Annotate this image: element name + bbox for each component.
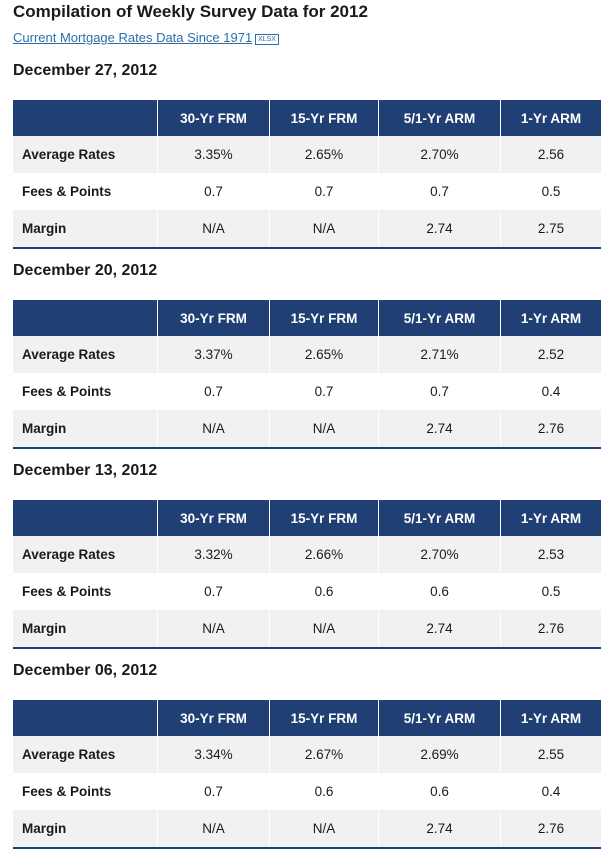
page-title: Compilation of Weekly Survey Data for 20… bbox=[13, 2, 368, 21]
table-cell: 0.4 bbox=[541, 784, 561, 799]
header-cell bbox=[13, 500, 157, 536]
column-header: 5/1-Yr ARM bbox=[379, 500, 500, 536]
table-cell: 2.71% bbox=[379, 336, 500, 373]
row-label: Average Rates bbox=[13, 736, 157, 773]
table-cell: 0.6 bbox=[314, 784, 334, 799]
table-cell: 0.7 bbox=[314, 384, 334, 399]
row-label: Margin bbox=[13, 410, 157, 447]
table-cell: N/A bbox=[270, 210, 378, 247]
table-rule bbox=[13, 247, 601, 249]
header-cell bbox=[13, 100, 157, 136]
table-cell: 2.76 bbox=[501, 810, 601, 847]
table-cell: 0.6 bbox=[314, 584, 334, 599]
table-cell: N/A bbox=[270, 810, 378, 847]
table-cell: 2.74 bbox=[379, 810, 500, 847]
column-header: 30-Yr FRM bbox=[158, 500, 269, 536]
table-cell: N/A bbox=[270, 610, 378, 647]
table-cell: 2.70% bbox=[379, 536, 500, 573]
row-label: Average Rates bbox=[13, 136, 157, 173]
table-cell: 2.75 bbox=[501, 210, 601, 247]
table-cell: 2.70% bbox=[379, 136, 500, 173]
table-cell: 0.7 bbox=[204, 184, 223, 199]
row-label: Margin bbox=[13, 610, 157, 647]
section-heading: December 20, 2012 bbox=[13, 262, 158, 279]
table-cell: N/A bbox=[158, 610, 269, 647]
table-cell: 3.32% bbox=[158, 536, 269, 573]
table-cell: 0.6 bbox=[430, 584, 449, 599]
table-cell: 3.35% bbox=[158, 136, 269, 173]
row-label: Average Rates bbox=[13, 536, 157, 573]
column-header: 1-Yr ARM bbox=[501, 700, 601, 736]
table-cell: 0.6 bbox=[430, 784, 449, 799]
table-cell: 2.52 bbox=[501, 336, 601, 373]
header-cell bbox=[13, 700, 157, 736]
table-cell: 0.7 bbox=[430, 384, 449, 399]
table-cell: 2.76 bbox=[501, 610, 601, 647]
table-cell: 0.7 bbox=[314, 184, 334, 199]
table-cell: 2.56 bbox=[501, 136, 601, 173]
section-heading: December 27, 2012 bbox=[13, 62, 158, 79]
row-label: Fees & Points bbox=[22, 584, 112, 599]
table-cell: N/A bbox=[158, 210, 269, 247]
table-cell: 2.69% bbox=[379, 736, 500, 773]
table-cell: 2.76 bbox=[501, 410, 601, 447]
column-header: 15-Yr FRM bbox=[270, 100, 378, 136]
header-cell bbox=[13, 300, 157, 336]
table-cell: 0.7 bbox=[204, 584, 223, 599]
column-header: 30-Yr FRM bbox=[158, 100, 269, 136]
column-header: 30-Yr FRM bbox=[158, 700, 269, 736]
row-label: Average Rates bbox=[13, 336, 157, 373]
table-cell: 2.65% bbox=[270, 336, 378, 373]
table-cell: N/A bbox=[270, 410, 378, 447]
table-cell: 2.66% bbox=[270, 536, 378, 573]
table-cell: 0.7 bbox=[430, 184, 449, 199]
column-header: 15-Yr FRM bbox=[270, 700, 378, 736]
row-label: Fees & Points bbox=[22, 384, 112, 399]
table-cell: 0.5 bbox=[541, 584, 561, 599]
column-header: 1-Yr ARM bbox=[501, 100, 601, 136]
table-cell: 0.7 bbox=[204, 384, 223, 399]
table-cell: 2.74 bbox=[379, 410, 500, 447]
row-label: Fees & Points bbox=[22, 784, 112, 799]
table-cell: N/A bbox=[158, 410, 269, 447]
table-cell: 2.65% bbox=[270, 136, 378, 173]
table-cell: N/A bbox=[158, 810, 269, 847]
table-cell: 0.5 bbox=[541, 184, 561, 199]
download-link[interactable]: Current Mortgage Rates Data Since 1971 bbox=[13, 30, 253, 45]
column-header: 5/1-Yr ARM bbox=[379, 100, 500, 136]
table-cell: 2.74 bbox=[379, 210, 500, 247]
column-header: 30-Yr FRM bbox=[158, 300, 269, 336]
table-cell: 0.4 bbox=[541, 384, 561, 399]
row-label: Fees & Points bbox=[22, 184, 112, 199]
column-header: 1-Yr ARM bbox=[501, 500, 601, 536]
table-cell: 0.7 bbox=[204, 784, 223, 799]
column-header: 5/1-Yr ARM bbox=[379, 700, 500, 736]
column-header: 15-Yr FRM bbox=[270, 300, 378, 336]
table-cell: 2.55 bbox=[501, 736, 601, 773]
table-rule bbox=[13, 447, 601, 449]
table-cell: 3.34% bbox=[158, 736, 269, 773]
section-heading: December 13, 2012 bbox=[13, 462, 158, 479]
table-cell: 2.74 bbox=[379, 610, 500, 647]
section-heading: December 06, 2012 bbox=[13, 662, 158, 679]
column-header: 5/1-Yr ARM bbox=[379, 300, 500, 336]
row-label: Margin bbox=[13, 210, 157, 247]
column-header: 1-Yr ARM bbox=[501, 300, 601, 336]
column-header: 15-Yr FRM bbox=[270, 500, 378, 536]
table-rule bbox=[13, 647, 601, 649]
table-cell: 2.67% bbox=[270, 736, 378, 773]
table-cell: 2.53 bbox=[501, 536, 601, 573]
table-cell: 3.37% bbox=[158, 336, 269, 373]
file-badge: XLSX bbox=[255, 34, 279, 45]
table-rule bbox=[13, 847, 601, 849]
row-label: Margin bbox=[13, 810, 157, 847]
